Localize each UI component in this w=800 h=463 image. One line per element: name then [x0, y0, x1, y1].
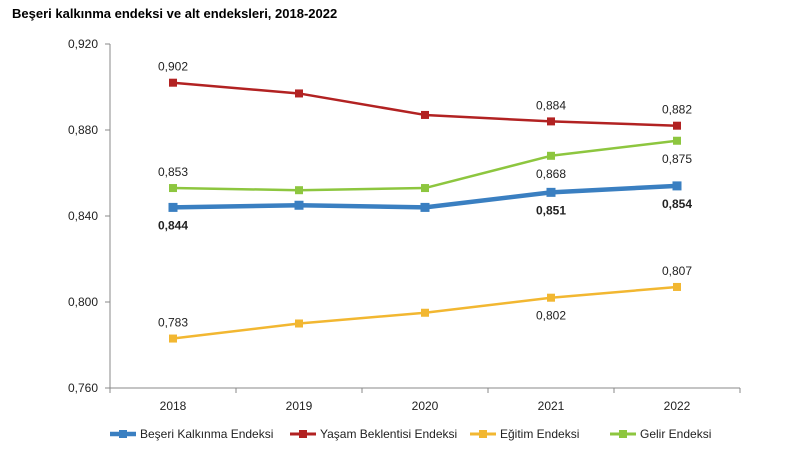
- data-label: 0,807: [662, 264, 692, 278]
- data-point: [546, 187, 556, 197]
- data-label: 0,851: [536, 203, 566, 217]
- y-tick-label: 0,840: [68, 209, 98, 223]
- data-point: [295, 319, 303, 328]
- data-point: [547, 151, 555, 160]
- data-point: [421, 110, 429, 119]
- y-tick-label: 0,920: [68, 37, 98, 51]
- data-point: [169, 334, 177, 343]
- data-point: [294, 200, 304, 210]
- y-tick-label: 0,880: [68, 123, 98, 137]
- data-label: 0,802: [536, 309, 566, 323]
- data-point: [421, 308, 429, 317]
- data-label: 0,882: [662, 103, 692, 117]
- x-tick-label: 2018: [160, 399, 187, 413]
- data-label: 0,868: [536, 167, 566, 181]
- data-point: [673, 282, 681, 291]
- x-tick-label: 2021: [538, 399, 565, 413]
- data-point: [168, 202, 178, 212]
- data-label: 0,902: [158, 60, 188, 74]
- data-point: [547, 293, 555, 302]
- data-label: 0,844: [158, 218, 188, 232]
- data-point: [169, 78, 177, 87]
- data-label: 0,884: [536, 98, 566, 112]
- chart-title: Beşeri kalkınma endeksi ve alt endeksler…: [12, 6, 338, 21]
- y-tick-label: 0,760: [68, 381, 98, 395]
- data-point: [169, 184, 177, 193]
- data-label: 0,783: [158, 316, 188, 330]
- legend-swatch-marker: [619, 430, 627, 438]
- data-point: [547, 117, 555, 126]
- series-line: [172, 81, 678, 127]
- legend-label: Eğitim Endeksi: [500, 427, 579, 441]
- y-tick-label: 0,800: [68, 295, 98, 309]
- data-point: [673, 121, 681, 130]
- x-tick-label: 2022: [664, 399, 691, 413]
- data-point: [673, 136, 681, 145]
- x-tick-label: 2020: [412, 399, 439, 413]
- legend-label: Beşeri Kalkınma Endeksi: [140, 427, 273, 441]
- data-label: 0,853: [158, 165, 188, 179]
- data-point: [295, 186, 303, 195]
- legend-swatch-marker: [479, 430, 487, 438]
- data-point: [672, 181, 682, 191]
- x-tick-label: 2019: [286, 399, 313, 413]
- legend-swatch-marker: [299, 430, 307, 438]
- data-label: 0,875: [662, 152, 692, 166]
- data-point: [421, 184, 429, 193]
- data-label: 0,854: [662, 197, 692, 211]
- data-point: [295, 89, 303, 98]
- legend-swatch-marker: [119, 430, 127, 438]
- series-line: [172, 139, 678, 192]
- legend-label: Yaşam Beklentisi Endeksi: [320, 427, 457, 441]
- data-point: [420, 202, 430, 212]
- legend-label: Gelir Endeksi: [640, 427, 711, 441]
